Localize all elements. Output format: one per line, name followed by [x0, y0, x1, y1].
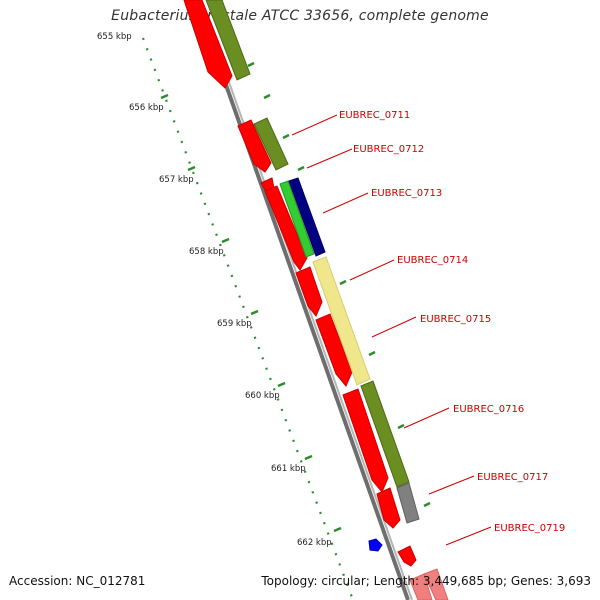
genome-summary-text: Topology: circular; Length: 3,449,685 bp…	[261, 574, 591, 588]
gene-block[interactable]	[279, 180, 315, 258]
gene-block[interactable]	[183, 0, 233, 89]
gene-label[interactable]: EUBREC_0716	[453, 404, 524, 415]
accession-text: Accession: NC_012781	[9, 574, 146, 588]
gene-block[interactable]	[409, 573, 433, 600]
gene-labels: EUBREC_0711 EUBREC_0712 EUBREC_0713 EUBR…	[339, 110, 565, 534]
ruler-labels: 655 kbp 656 kbp 657 kbp 658 kbp 659 kbp …	[97, 32, 332, 548]
gene-label[interactable]: EUBREC_0714	[397, 255, 468, 266]
gene-label[interactable]: EUBREC_0715	[420, 314, 491, 325]
gene-block[interactable]	[288, 177, 326, 257]
gene-block[interactable]	[397, 545, 417, 567]
gene-block[interactable]	[264, 185, 308, 271]
ruler-label: 662 kbp	[297, 538, 332, 548]
cds-track	[183, 0, 433, 600]
ruler-label: 661 kbp	[271, 464, 306, 474]
feature-track	[205, 0, 449, 600]
gene-block[interactable]	[253, 117, 289, 171]
gene-block[interactable]	[342, 388, 389, 493]
ruler-label: 657 kbp	[159, 175, 194, 185]
genome-backbone	[194, 0, 413, 600]
outer-track-ticks	[247, 61, 431, 508]
gene-label[interactable]: EUBREC_0717	[477, 472, 548, 483]
gene-label[interactable]: EUBREC_0712	[353, 144, 424, 155]
gene-label[interactable]: EUBREC_0719	[494, 523, 565, 534]
gene-block[interactable]	[312, 256, 371, 386]
ruler-label: 655 kbp	[97, 32, 132, 42]
gene-block[interactable]	[205, 0, 251, 81]
gene-block[interactable]	[423, 568, 449, 600]
callout-lines	[291, 114, 492, 546]
gene-block[interactable]	[368, 538, 383, 552]
gene-block[interactable]	[237, 119, 272, 173]
gene-label[interactable]: EUBREC_0711	[339, 110, 410, 121]
gene-label[interactable]: EUBREC_0713	[371, 188, 442, 199]
ruler-label: 660 kbp	[245, 391, 280, 401]
gene-block[interactable]	[295, 266, 323, 317]
gene-block[interactable]	[396, 482, 420, 524]
ruler-label: 656 kbp	[129, 103, 164, 113]
ruler-dotted-line	[141, 37, 355, 600]
ruler-label: 659 kbp	[217, 319, 252, 329]
ruler-label: 658 kbp	[189, 247, 224, 257]
ruler-ticks	[160, 93, 342, 533]
gene-block[interactable]	[315, 313, 353, 387]
gene-block[interactable]	[376, 487, 401, 529]
gene-block[interactable]	[360, 380, 410, 488]
